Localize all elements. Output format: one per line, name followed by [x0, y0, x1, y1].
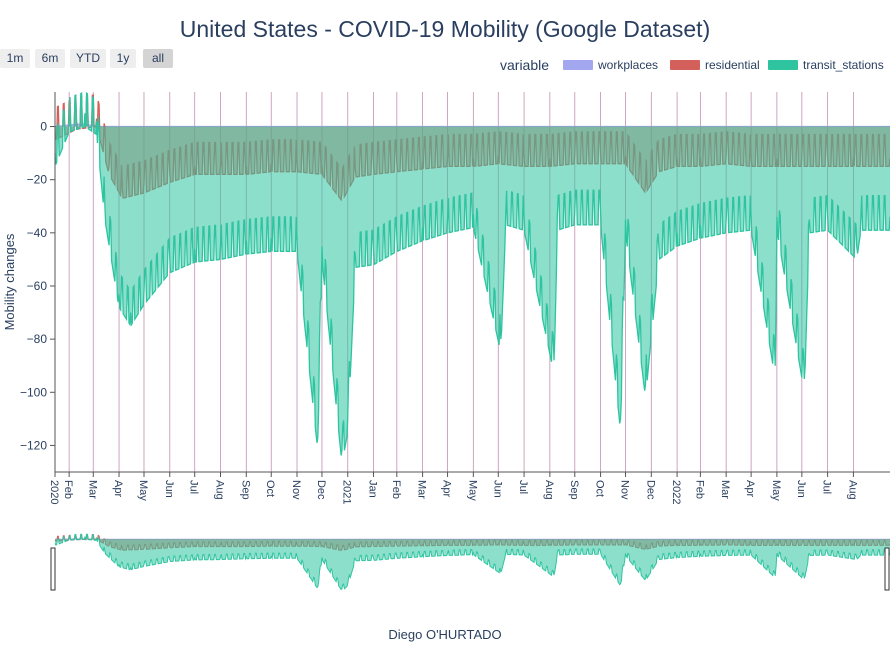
x-tick-label: Mar: [719, 480, 731, 499]
footer-label: Diego O'HURTADO: [388, 627, 502, 642]
y-axis-title: Mobility changes: [2, 233, 17, 330]
series-area-transit_stations: [55, 93, 890, 456]
x-tick-label: Jun: [163, 480, 175, 498]
range-button-ytd[interactable]: YTD: [70, 49, 106, 68]
x-tick-label: Jul: [188, 480, 200, 494]
range-slider-handle-right[interactable]: [884, 547, 890, 591]
x-tick-label: Nov: [290, 480, 302, 500]
x-tick-label: Jun: [491, 480, 503, 498]
legend-item-transit-stations[interactable]: transit_stations: [768, 58, 888, 74]
series-line-workplaces: [55, 123, 890, 128]
x-tick-label: May: [770, 480, 782, 501]
x-tick-label: Mar: [416, 480, 428, 499]
legend-item-workplaces[interactable]: workplaces: [563, 58, 663, 74]
series-line-transit_stations: [54, 91, 890, 456]
legend-swatch-workplaces: [563, 60, 593, 70]
range-slider-line-transit_stations: [54, 533, 890, 591]
x-tick-label: Feb: [390, 480, 402, 499]
x-tick-label: Dec: [644, 480, 656, 500]
range-button-all[interactable]: all: [143, 49, 173, 68]
x-tick-label: May: [466, 480, 478, 501]
y-tick-label: −60: [27, 279, 48, 293]
chart-title: United States - COVID-19 Mobility (Googl…: [179, 16, 711, 42]
x-tick-label: Jul: [821, 480, 833, 494]
x-tick-label: Oct: [264, 480, 276, 497]
legend-swatch-residential: [670, 60, 700, 70]
x-tick-label: Apr: [744, 480, 756, 497]
y-tick-label: −100: [20, 385, 47, 399]
x-tick-label: Sep: [568, 480, 580, 500]
legend-item-residential[interactable]: residential: [670, 58, 770, 74]
y-tick-label: −120: [20, 438, 47, 452]
x-tick-label: Oct: [594, 480, 606, 497]
x-tick-label: Jun: [795, 480, 807, 498]
x-tick-label: Aug: [543, 480, 555, 500]
legend-title: variable: [500, 57, 550, 73]
x-tick-label: 2021: [341, 480, 353, 504]
range-slider-area-transit_stations: [55, 534, 890, 590]
y-tick-label: −40: [27, 226, 48, 240]
x-tick-label: Aug: [214, 480, 226, 500]
x-tick-label: 2020: [48, 480, 60, 504]
y-tick-label: 0: [40, 120, 47, 134]
range-slider-handle-left[interactable]: [50, 547, 56, 591]
x-tick-label: Mar: [86, 480, 98, 499]
x-tick-label: Jan: [367, 480, 379, 498]
x-tick-label: Jul: [517, 480, 529, 494]
y-tick-label: −20: [27, 173, 48, 187]
x-tick-label: May: [137, 480, 149, 501]
y-tick-label: −80: [27, 332, 48, 346]
range-button-6m[interactable]: 6m: [35, 49, 65, 68]
x-tick-label: Dec: [315, 480, 327, 500]
x-tick-label: Aug: [846, 480, 858, 500]
legend-label-transit-stations: transit_stations: [803, 58, 884, 72]
legend-swatch-transit-stations: [768, 60, 798, 70]
x-tick-label: 2022: [670, 480, 682, 504]
x-tick-label: Nov: [619, 480, 631, 500]
x-tick-label: Apr: [112, 480, 124, 497]
x-tick-label: Feb: [62, 480, 74, 499]
x-tick-label: Sep: [239, 480, 251, 500]
legend-label-residential: residential: [705, 58, 760, 72]
x-tick-label: Feb: [693, 480, 705, 499]
range-button-1m[interactable]: 1m: [0, 49, 30, 68]
x-tick-label: Apr: [441, 480, 453, 497]
range-button-1y[interactable]: 1y: [110, 49, 136, 68]
legend-label-workplaces: workplaces: [598, 58, 659, 72]
